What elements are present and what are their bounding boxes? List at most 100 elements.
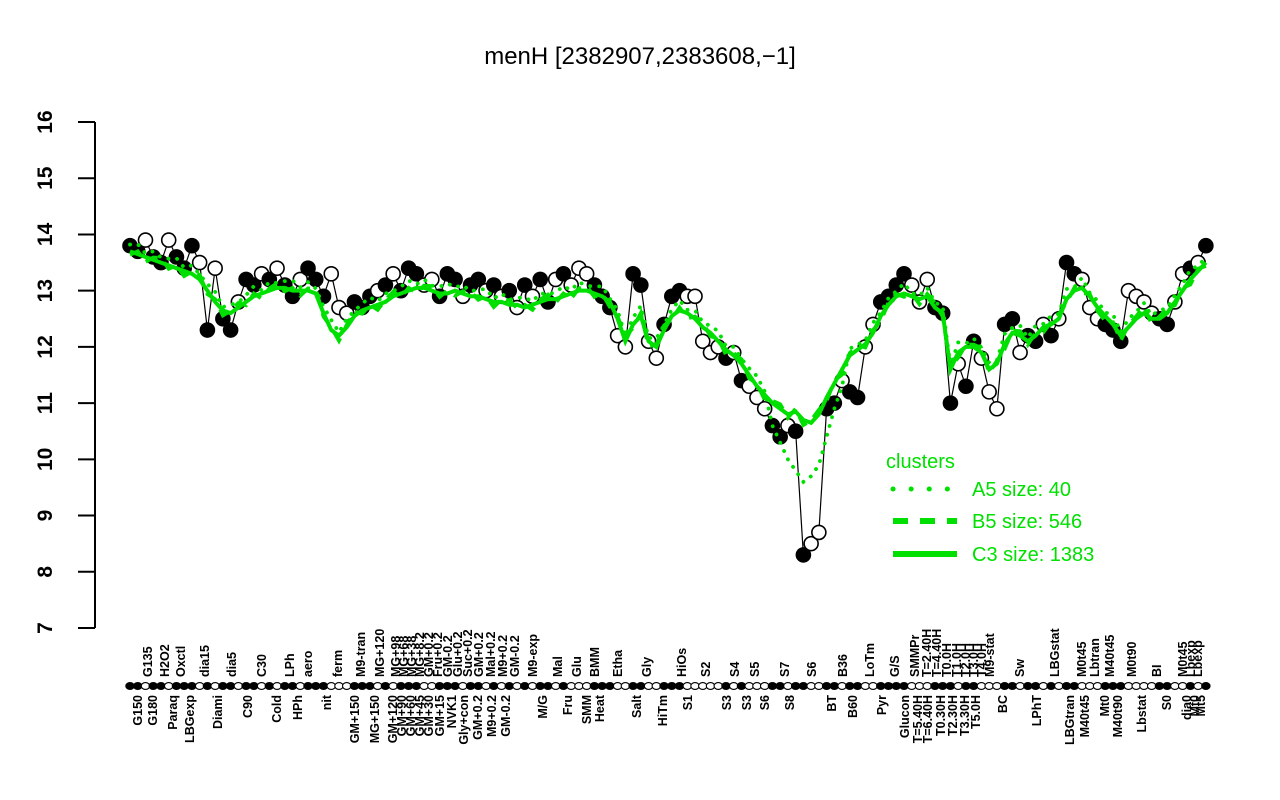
condition-marker <box>659 682 669 690</box>
x-label-top: Lbtran <box>1088 638 1102 677</box>
condition-marker <box>489 682 499 690</box>
x-label-top: SMMPr <box>908 635 922 678</box>
gene-point-filled <box>1004 310 1021 327</box>
x-label-top: T=4.40H <box>930 629 944 677</box>
x-label-top: Gly <box>640 657 654 677</box>
condition-marker <box>612 682 623 690</box>
gene-point-filled <box>532 271 549 288</box>
condition-marker <box>620 682 631 690</box>
condition-marker <box>1154 682 1165 690</box>
x-label-top: Glu+0.2 <box>451 631 465 677</box>
condition-marker <box>132 682 143 690</box>
x-label-bottom: GM+120 <box>386 695 400 743</box>
x-label-top: H2O2 <box>158 644 172 677</box>
x-label-top: LBGstat <box>1048 628 1062 677</box>
condition-marker <box>372 682 383 690</box>
condition-marker <box>403 682 414 690</box>
gene-point-filled <box>485 277 502 293</box>
condition-marker <box>643 682 654 690</box>
x-label-bottom: S6 <box>758 695 772 710</box>
condition-marker <box>1038 682 1049 690</box>
condition-marker <box>728 682 739 690</box>
x-label-bottom: T=6.40H <box>921 695 935 743</box>
condition-marker <box>1193 682 1203 690</box>
condition-marker <box>287 682 298 690</box>
condition-marker <box>690 682 700 690</box>
x-label-bottom: Glucon <box>898 695 912 738</box>
x-label-top: GM+0.2 <box>422 632 436 677</box>
condition-marker <box>496 682 507 690</box>
legend-item-label: A5 size: 40 <box>972 479 1071 501</box>
gene-point-filled <box>516 277 533 293</box>
condition-marker <box>945 682 956 690</box>
gene-point-open <box>578 266 595 282</box>
condition-marker <box>504 682 515 690</box>
condition-marker <box>1023 682 1033 690</box>
condition-marker <box>1177 682 1188 690</box>
condition-marker <box>419 682 429 690</box>
condition-marker <box>334 682 344 690</box>
gene-series <box>122 232 1214 563</box>
x-label-top: MG+8.2 <box>413 632 427 677</box>
gene-point-filled <box>958 378 974 395</box>
gene-point-open <box>989 400 1005 417</box>
x-label-bottom: GM+90 <box>395 695 409 736</box>
y-tick-label: 8 <box>34 566 57 578</box>
x-label-bottom: BC <box>996 695 1010 713</box>
x-label-top: Suc+0.2 <box>461 629 475 677</box>
x-label-top: M9-stat <box>983 632 997 677</box>
condition-marker <box>326 682 336 690</box>
x-label-top: MG+98 <box>389 636 403 677</box>
condition-marker <box>566 682 576 690</box>
x-label-bottom: GM+30 <box>422 695 436 736</box>
y-tick-label: 12 <box>34 335 57 358</box>
gene-point-filled <box>199 322 216 338</box>
gene-point-filled <box>307 271 324 288</box>
condition-marker <box>512 682 522 690</box>
condition-marker <box>736 682 747 690</box>
x-label-bottom: dia0 <box>1180 695 1194 720</box>
x-label-bottom: S0 <box>1160 695 1174 710</box>
condition-marker <box>798 682 809 690</box>
x-label-bottom: T3.30H <box>958 695 972 736</box>
legend-item-label: C3 size: 1383 <box>972 544 1094 566</box>
gene-point-filled <box>222 322 239 338</box>
x-label-top: BMM <box>588 647 602 677</box>
condition-marker <box>914 682 925 690</box>
gene-point-open <box>756 400 773 417</box>
x-label-bottom: GM+45 <box>413 695 427 736</box>
gene-point-open <box>811 524 827 541</box>
gene-point-filled <box>184 237 200 254</box>
condition-marker <box>1061 682 1072 690</box>
x-label-top: Fru+0.2 <box>431 632 445 677</box>
condition-marker <box>527 682 538 690</box>
x-label-top: M9+0.2 <box>496 635 510 677</box>
cluster-line-a5 <box>128 242 1208 485</box>
condition-marker <box>581 682 592 690</box>
legend-item-label: B5 size: 546 <box>972 511 1082 533</box>
condition-marker <box>1092 682 1103 690</box>
y-tick-label: 9 <box>34 510 57 522</box>
condition-marker <box>891 682 902 690</box>
x-label-bottom: B60 <box>846 695 860 718</box>
x-label-top: S7 <box>778 662 792 677</box>
x-label-top: BI <box>1150 665 1164 678</box>
gene-point-filled <box>633 277 649 293</box>
x-label-top: Sw <box>1013 659 1027 677</box>
condition-marker <box>744 682 754 690</box>
condition-marker <box>790 682 801 690</box>
condition-marker <box>698 682 708 690</box>
condition-marker <box>1046 682 1056 690</box>
gene-point-filled <box>447 271 463 288</box>
x-label-top: G/S <box>888 655 902 677</box>
condition-marker <box>365 682 375 690</box>
x-label-top: S2 <box>699 662 713 677</box>
x-label-top: Mal <box>551 656 565 677</box>
y-axis: 7 8 9 10 11 12 13 14 15 16 <box>34 110 96 634</box>
x-label-top: Lbexp <box>1191 640 1205 677</box>
x-label-bottom: Mt0 <box>1098 695 1112 717</box>
x-label-bottom: S1 <box>681 695 695 710</box>
condition-marker <box>311 682 321 690</box>
x-label-bottom: SMM <box>580 695 594 724</box>
